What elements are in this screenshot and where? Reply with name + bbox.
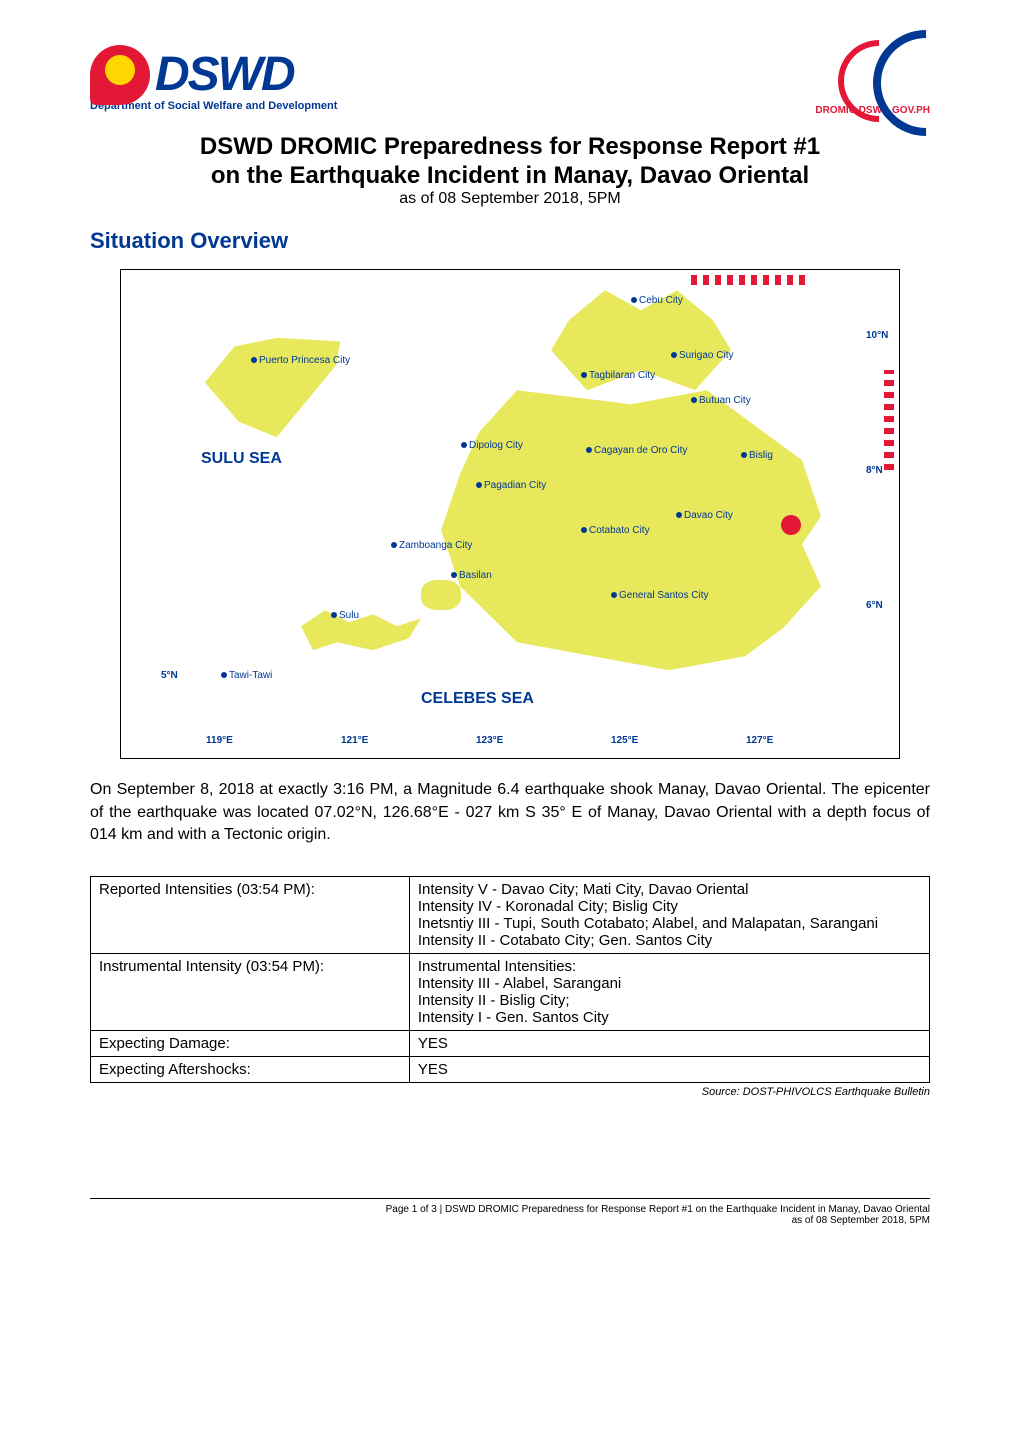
page-footer: Page 1 of 3 | DSWD DROMIC Preparedness f… xyxy=(90,1198,930,1226)
map-city-name: Cotabato City xyxy=(589,525,650,536)
dromic-logo: DROMIC.DSWD.GOV.PH xyxy=(815,40,930,116)
map-city-label: Bislig xyxy=(741,450,773,461)
intensity-table: Reported Intensities (03:54 PM):Intensit… xyxy=(90,876,930,1083)
map-city-label: Cebu City xyxy=(631,295,683,306)
map-city-name: Cagayan de Oro City xyxy=(594,445,687,456)
map-city-dot-icon xyxy=(331,612,337,618)
map-city-dot-icon xyxy=(221,672,227,678)
table-cell-value: Instrumental Intensities:Intensity III -… xyxy=(409,954,929,1031)
table-row: Instrumental Intensity (03:54 PM):Instru… xyxy=(91,954,930,1031)
table-row: Expecting Damage:YES xyxy=(91,1031,930,1057)
footer-date: as of 08 September 2018, 5PM xyxy=(792,1215,930,1226)
section-header-situation: Situation Overview xyxy=(90,228,930,254)
footer-page: Page 1 of 3 xyxy=(386,1204,437,1215)
header-row: DSWD Department of Social Welfare and De… xyxy=(90,40,930,116)
map-scale-ruler-top xyxy=(691,275,811,285)
map-city-name: Cebu City xyxy=(639,295,683,306)
map-city-label: Zamboanga City xyxy=(391,540,472,551)
map-city-name: Basilan xyxy=(459,570,492,581)
report-title-line2: on the Earthquake Incident in Manay, Dav… xyxy=(90,162,930,190)
body-text-overview: On September 8, 2018 at exactly 3:16 PM,… xyxy=(90,779,930,846)
dromic-crescent-icon xyxy=(828,40,918,110)
map-city-label: Tagbilaran City xyxy=(581,370,655,381)
map-axis-label: 6°N xyxy=(866,600,883,611)
dswd-shield-icon xyxy=(90,45,150,105)
map-city-name: Dipolog City xyxy=(469,440,523,451)
map-city-name: Tagbilaran City xyxy=(589,370,655,381)
map-city-dot-icon xyxy=(476,482,482,488)
map-city-dot-icon xyxy=(631,297,637,303)
map-container: SULU SEA CELEBES SEA Cebu City Puerto Prin… xyxy=(120,269,900,759)
report-title-line1: DSWD DROMIC Preparedness for Response Re… xyxy=(90,131,930,162)
dswd-logo: DSWD Department of Social Welfare and De… xyxy=(90,45,337,112)
report-date: as of 08 September 2018, 5PM xyxy=(90,190,930,208)
map-city-label: Puerto Princesa City xyxy=(251,355,350,366)
table-cell-label: Reported Intensities (03:54 PM): xyxy=(91,877,410,954)
map-landmass-sulu xyxy=(301,610,421,650)
map-landmass-palawan xyxy=(196,305,365,455)
map-city-dot-icon xyxy=(581,527,587,533)
map-city-dot-icon xyxy=(461,442,467,448)
map-city-name: Sulu xyxy=(339,610,359,621)
map-axis-label: 127°E xyxy=(746,735,773,746)
map-city-name: Puerto Princesa City xyxy=(259,355,350,366)
map-city-label: Pagadian City xyxy=(476,480,546,491)
map-city-name: Pagadian City xyxy=(484,480,546,491)
table-row: Expecting Aftershocks:YES xyxy=(91,1057,930,1083)
map-city-name: Surigao City xyxy=(679,350,733,361)
map-scale-ruler-right xyxy=(884,370,894,470)
map-axis-label: 5°N xyxy=(161,670,178,681)
map-axis-label: 10°N xyxy=(866,330,888,341)
map-city-label: Sulu xyxy=(331,610,359,621)
map-city-label: Tawi-Tawi xyxy=(221,670,272,681)
map-city-dot-icon xyxy=(611,592,617,598)
table-cell-label: Expecting Aftershocks: xyxy=(91,1057,410,1083)
map-city-label: Cagayan de Oro City xyxy=(586,445,687,456)
map-city-name: Butuan City xyxy=(699,395,751,406)
map-city-dot-icon xyxy=(391,542,397,548)
table-cell-value: Intensity V - Davao City; Mati City, Dav… xyxy=(409,877,929,954)
map-city-name: Tawi-Tawi xyxy=(229,670,272,681)
map-city-label: Basilan xyxy=(451,570,492,581)
table-cell-value: YES xyxy=(409,1057,929,1083)
dswd-logo-main: DSWD xyxy=(90,45,337,105)
map-axis-label: 121°E xyxy=(341,735,368,746)
map-axis-label: 119°E xyxy=(206,735,233,746)
map-axis-label: 125°E xyxy=(611,735,638,746)
map-city-dot-icon xyxy=(691,397,697,403)
map-city-dot-icon xyxy=(741,452,747,458)
table-row: Reported Intensities (03:54 PM):Intensit… xyxy=(91,877,930,954)
map-city-dot-icon xyxy=(451,572,457,578)
dswd-logo-text: DSWD xyxy=(155,47,294,102)
map-city-dot-icon xyxy=(586,447,592,453)
map-city-name: General Santos City xyxy=(619,590,709,601)
table-cell-label: Expecting Damage: xyxy=(91,1031,410,1057)
map-city-dot-icon xyxy=(581,372,587,378)
map-city-label: Butuan City xyxy=(691,395,751,406)
table-cell-label: Instrumental Intensity (03:54 PM): xyxy=(91,954,410,1031)
map-city-dot-icon xyxy=(676,512,682,518)
map-city-label: Surigao City xyxy=(671,350,733,361)
map-city-label: General Santos City xyxy=(611,590,709,601)
map-city-label: Dipolog City xyxy=(461,440,523,451)
map-water-label: SULU SEA xyxy=(201,450,282,468)
map-landmass-basilan xyxy=(421,580,461,610)
map-city-name: Zamboanga City xyxy=(399,540,472,551)
map-city-dot-icon xyxy=(251,357,257,363)
map-city-name: Bislig xyxy=(749,450,773,461)
map-city-label: Davao City xyxy=(676,510,733,521)
map-water-label: CELEBES SEA xyxy=(421,690,534,708)
map-city-dot-icon xyxy=(671,352,677,358)
source-citation: Source: DOST-PHIVOLCS Earthquake Bulleti… xyxy=(90,1086,930,1098)
map-axis-label: 123°E xyxy=(476,735,503,746)
footer-text: | DSWD DROMIC Preparedness for Response … xyxy=(440,1204,930,1215)
map-city-label: Cotabato City xyxy=(581,525,650,536)
map-city-name: Davao City xyxy=(684,510,733,521)
map-axis-label: 8°N xyxy=(866,465,883,476)
table-cell-value: YES xyxy=(409,1031,929,1057)
